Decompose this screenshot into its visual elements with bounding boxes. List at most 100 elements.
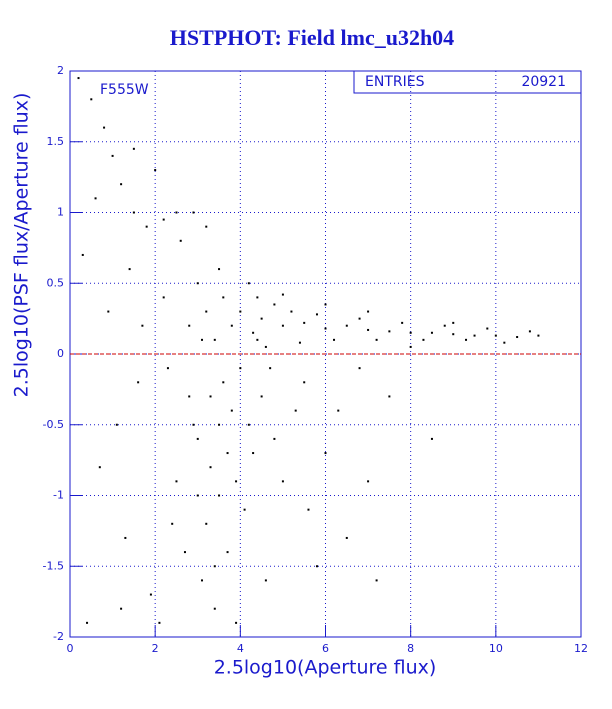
point [226,551,229,554]
point [132,147,135,150]
point [367,480,370,483]
point [315,313,318,316]
point [235,621,238,624]
point [94,197,97,200]
point [281,293,284,296]
point [345,324,348,327]
point [303,381,306,384]
point [162,296,165,299]
point [264,579,267,582]
point [213,338,216,341]
point [409,345,412,348]
point [528,330,531,333]
point [375,579,378,582]
point [473,334,476,337]
point [183,551,186,554]
point [166,367,169,370]
point [188,324,191,327]
point [175,211,178,214]
point [247,423,250,426]
point [81,253,84,256]
point [409,331,412,334]
point [213,607,216,610]
point [333,338,336,341]
point [430,437,433,440]
y-tick-label: 2 [57,64,64,77]
point [358,317,361,320]
point [422,338,425,341]
point [120,607,123,610]
point [443,324,446,327]
point [537,334,540,337]
y-axis-label: 2.5log10(PSF flux/Aperture flux) [11,93,33,398]
point [290,310,293,313]
point [192,211,195,214]
point [171,522,174,525]
point [205,225,208,228]
point [298,341,301,344]
point [358,367,361,370]
point [188,395,191,398]
point [107,310,110,313]
stats-box [353,70,582,94]
point [218,268,221,271]
point [243,508,246,511]
x-tick-label: 6 [322,642,329,655]
point [120,183,123,186]
point [324,327,327,330]
x-tick-label: 0 [67,642,74,655]
point [175,480,178,483]
point [281,324,284,327]
y-tick-label: -2 [53,630,64,643]
point [256,338,259,341]
point [388,330,391,333]
point [158,621,161,624]
point [247,282,250,285]
point [222,296,225,299]
point [375,338,378,341]
point [137,381,140,384]
point [205,522,208,525]
point [239,367,242,370]
point [86,621,89,624]
point [486,327,489,330]
point [294,409,297,412]
point [132,211,135,214]
point [201,579,204,582]
point [103,126,106,129]
point [303,321,306,324]
point [388,395,391,398]
point [201,338,204,341]
annotation: F555W [100,82,149,98]
point [264,345,267,348]
point [226,452,229,455]
y-tick-label: -1 [53,489,64,502]
point [281,480,284,483]
x-axis-label: 2.5log10(Aperture flux) [214,657,437,679]
point [196,282,199,285]
x-tick-label: 2 [152,642,159,655]
x-tick-label: 10 [489,642,503,655]
point [230,324,233,327]
point [307,508,310,511]
chart-title: HSTPHOT: Field lmc_u32h04 [170,25,454,50]
point [205,310,208,313]
point [213,565,216,568]
point [179,239,182,242]
point [77,77,80,80]
point [324,452,327,455]
point [149,593,152,596]
stats-value: 20921 [521,74,566,90]
point [269,367,272,370]
point [401,321,404,324]
point [260,317,263,320]
point [218,494,221,497]
stats-label: ENTRIES [365,74,425,90]
y-tick-label: 1 [57,206,64,219]
point [209,466,212,469]
y-tick-label: -1.5 [43,559,64,572]
point [162,218,165,221]
point [235,480,238,483]
point [218,423,221,426]
